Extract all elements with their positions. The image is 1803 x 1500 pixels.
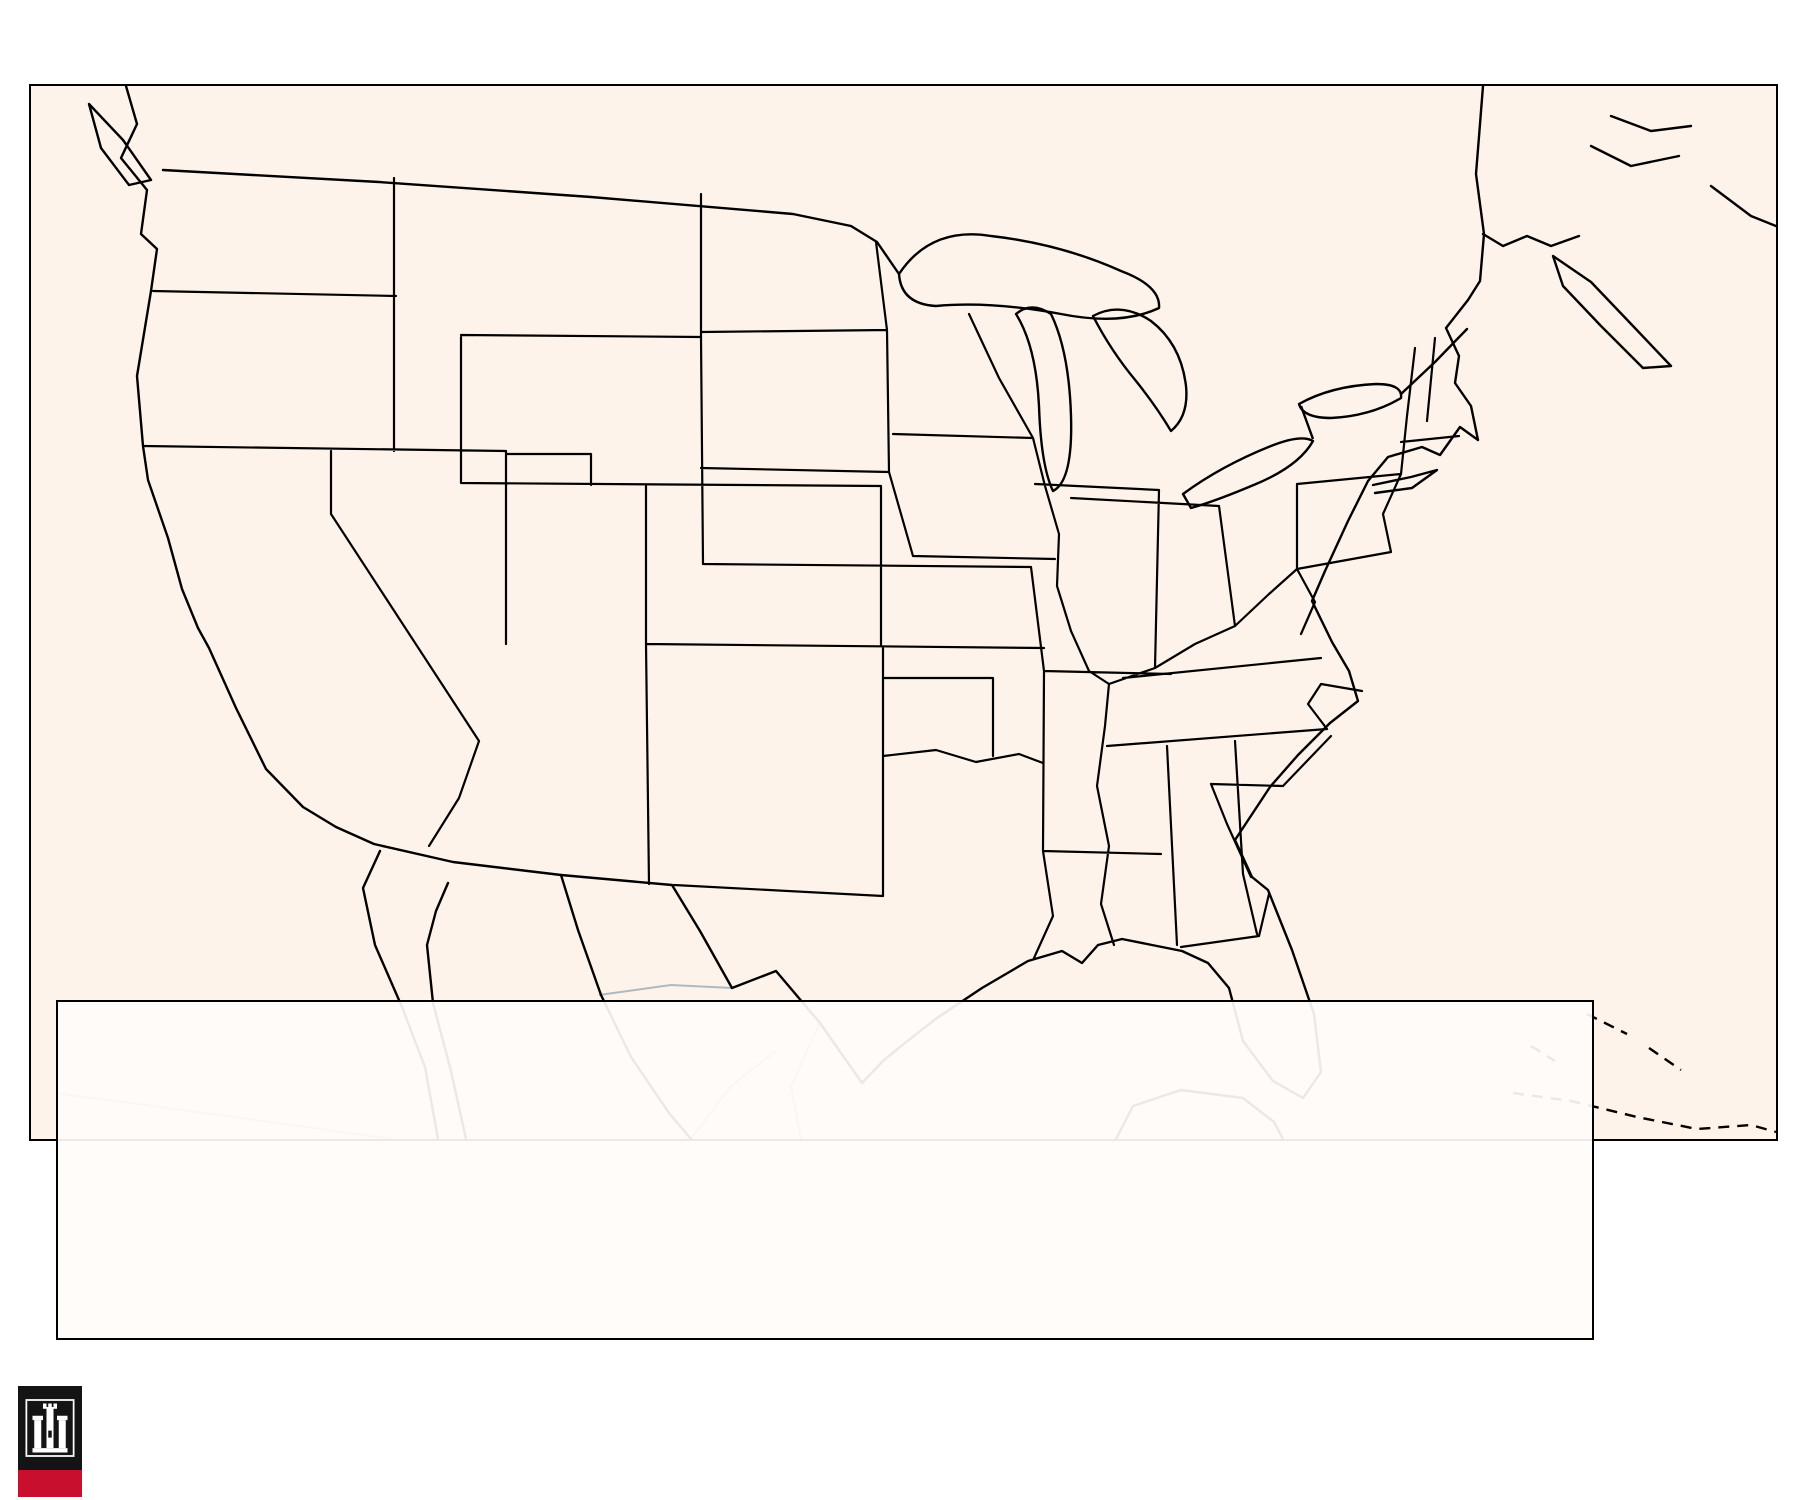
state-border-paths [141,176,1461,960]
great-lakes-paths [897,233,1403,510]
map-frame [29,84,1778,1341]
map-borders-svg [60,86,1776,1139]
colorbar [60,1141,1775,1191]
niu-logo [18,1386,82,1497]
precip-heatmap-canvas [31,86,1776,1139]
niu-castle-icon [18,1386,82,1470]
valid-run-info-box [56,1000,1594,1341]
niu-wordmark [18,1470,82,1497]
